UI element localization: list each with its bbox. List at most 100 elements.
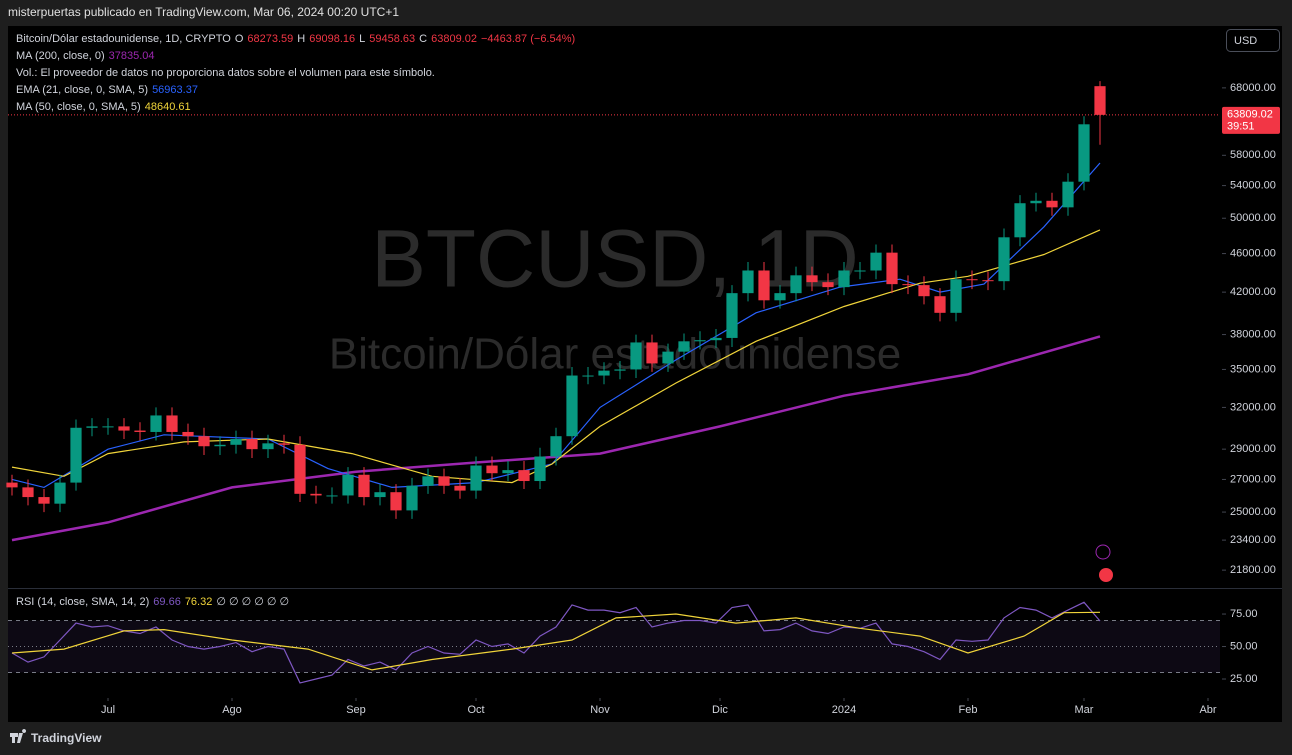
candle-body: [470, 465, 482, 491]
candle-body: [662, 351, 674, 364]
countdown: 39:51: [1227, 121, 1255, 133]
indicator-line: [11, 229, 1101, 484]
candle-body: [310, 493, 322, 496]
candle-body: [630, 342, 642, 370]
brand-logo: [10, 729, 27, 743]
candle-body: [550, 436, 562, 457]
candle-body: [934, 296, 946, 313]
candle-body: [150, 415, 162, 432]
y-tick-label: 58000.00: [1230, 149, 1276, 161]
rsi-value: 69.66: [153, 596, 181, 608]
candle-body: [614, 369, 626, 371]
series-value: 37835.04: [108, 50, 155, 62]
currency-button[interactable]: [1226, 29, 1280, 52]
candle-body: [566, 375, 578, 437]
candle-body: [358, 474, 370, 498]
event-icon[interactable]: [1099, 568, 1113, 582]
x-tick-label: Mar: [1075, 704, 1094, 716]
candle-body: [166, 415, 178, 432]
candle-body: [374, 492, 386, 498]
legend-ma50: MA (50, close, 0, SMA, 5) 48640.61: [16, 100, 195, 114]
series-name: MA (200, close, 0): [16, 50, 105, 62]
y-tick-label: 27000.00: [1230, 473, 1276, 485]
candle-body: [406, 485, 418, 511]
ohlc-key: L: [359, 33, 366, 45]
candle-body: [214, 444, 226, 447]
price-label: 63809.02: [1227, 109, 1273, 121]
attribution: misterpuertas publicado en TradingView.c…: [8, 5, 399, 19]
candle-body: [454, 485, 466, 491]
candle-body: [230, 439, 242, 445]
candle-body: [390, 492, 402, 511]
candle-body: [438, 476, 450, 486]
candle-body: [966, 279, 978, 281]
series-value: 56963.37: [152, 84, 198, 96]
y-tick-label: 25.00: [1230, 673, 1258, 685]
candle-body: [70, 427, 82, 483]
y-tick-label: 46000.00: [1230, 247, 1276, 259]
candle-body: [790, 275, 802, 294]
y-tick-label: 38000.00: [1230, 328, 1276, 340]
y-tick-label: 54000.00: [1230, 180, 1276, 192]
candle-body: [502, 470, 514, 474]
candle-body: [278, 443, 290, 445]
change: −4463.87 (−6.54%): [480, 33, 576, 45]
y-tick-label: 32000.00: [1230, 401, 1276, 413]
candle-body: [694, 340, 706, 342]
y-tick-label: 75.00: [1230, 608, 1258, 620]
alert-icon[interactable]: [1095, 544, 1111, 560]
candle-body: [86, 426, 98, 428]
series-name: EMA (21, close, 0, SMA, 5): [16, 84, 149, 96]
y-tick-label: 68000.00: [1230, 82, 1276, 94]
chart-area: [8, 26, 1282, 722]
rsi-ma-value: 76.32: [184, 596, 213, 608]
candle-body: [950, 279, 962, 313]
candle-body: [342, 474, 354, 496]
ohlc-key: C: [419, 33, 428, 45]
series-name: MA (50, close, 0, SMA, 5): [16, 101, 141, 113]
candle-body: [534, 456, 546, 482]
candle-body: [118, 426, 130, 431]
series-value: 48640.61: [144, 101, 191, 113]
y-tick-label: 50000.00: [1230, 212, 1276, 224]
y-tick-label: 35000.00: [1230, 363, 1276, 375]
rsi-band: [8, 620, 1220, 673]
candle-body: [326, 495, 338, 497]
ohlc-value: 59458.63: [369, 33, 416, 45]
rsi-title: RSI (14, close, SMA, 14, 2): [16, 596, 150, 608]
candle-body: [646, 342, 658, 364]
ohlc-value: 68273.59: [247, 33, 294, 45]
watermark-name: Bitcoin/Dólar estadounidense: [329, 330, 901, 379]
x-tick-label: Jul: [101, 704, 115, 716]
legend-main: Bitcoin/Dólar estadounidense, 1D, CRYPTO…: [16, 32, 579, 46]
x-tick-label: 2024: [832, 704, 856, 716]
candle-body: [870, 252, 882, 271]
candle-body: [598, 370, 610, 376]
x-tick-label: Sep: [346, 704, 366, 716]
ohlc-key: O: [234, 33, 244, 45]
candle-body: [854, 270, 866, 272]
candle-body: [726, 293, 738, 338]
candle-body: [918, 285, 930, 297]
y-tick-label: 21800.00: [1230, 564, 1276, 576]
candle-body: [1078, 124, 1090, 182]
y-tick-label: 50.00: [1230, 640, 1258, 652]
ohlc-value: 69098.16: [309, 33, 356, 45]
candle-body: [806, 275, 818, 283]
candle-body: [518, 470, 530, 482]
candle-body: [758, 270, 770, 301]
candle-body: [838, 270, 850, 288]
legend-volume: Vol.: El proveedor de datos no proporcio…: [16, 66, 439, 80]
volume-note: Vol.: El proveedor de datos no proporcio…: [16, 67, 435, 79]
candle-body: [1014, 203, 1026, 238]
candle-body: [486, 465, 498, 474]
y-tick-label: 29000.00: [1230, 443, 1276, 455]
candle-body: [582, 375, 594, 377]
candle-body: [982, 280, 994, 282]
candle-body: [822, 282, 834, 288]
candle-body: [1046, 200, 1058, 208]
currency[interactable]: USD: [1234, 35, 1257, 47]
candle-body: [54, 482, 66, 504]
candle-body: [182, 431, 194, 437]
x-tick-label: Oct: [467, 704, 484, 716]
